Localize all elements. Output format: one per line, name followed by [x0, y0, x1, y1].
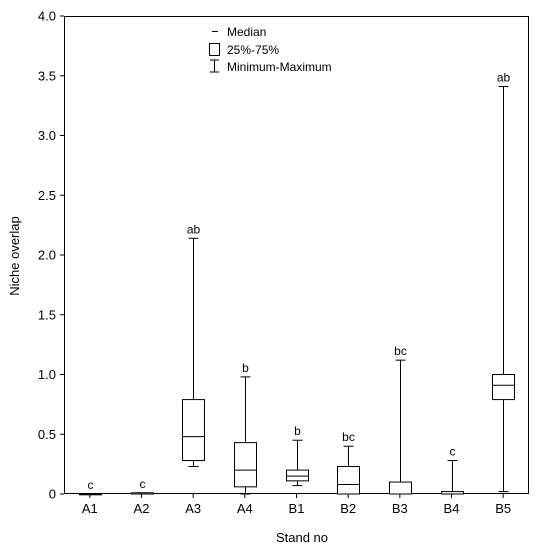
legend-median-label: Median — [227, 25, 266, 39]
group-label: bc — [342, 430, 355, 444]
x-tick-label: A1 — [82, 501, 98, 516]
x-tick-label: B3 — [392, 501, 408, 516]
y-tick-label: 1.0 — [38, 367, 56, 382]
boxes: c c ab b b bc bc c ab — [79, 71, 515, 496]
y-axis-title: Niche overlap — [7, 216, 22, 296]
group-label: c — [88, 478, 94, 492]
iqr-box — [492, 374, 515, 401]
iqr-box — [389, 481, 412, 495]
x-tick-label: B2 — [340, 501, 356, 516]
x-axis-title: Stand no — [276, 530, 328, 545]
box-A4: b — [234, 361, 257, 495]
box-B5: ab — [492, 71, 515, 493]
group-label: c — [450, 445, 456, 459]
iqr-box — [234, 442, 257, 488]
y-axis: 0 0.5 1.0 1.5 2.0 2.5 3.0 3.5 4.0 — [38, 9, 64, 502]
box-B4: c — [441, 445, 464, 495]
y-tick-label: 2.0 — [38, 248, 56, 263]
iqr-box — [286, 469, 309, 482]
x-tick-label: A3 — [185, 501, 201, 516]
iqr-box — [337, 466, 360, 495]
group-label: ab — [187, 222, 201, 236]
box-A1: c — [79, 478, 102, 496]
legend-box-label: 25%-75% — [227, 43, 279, 57]
legend-whisker-label: Minimum-Maximum — [227, 60, 332, 74]
y-tick-label: 0.5 — [38, 427, 56, 442]
plot-frame — [64, 16, 529, 494]
box-A2: c — [131, 477, 154, 495]
x-axis: A1 A2 A3 A4 B1 B2 B3 B4 B5 — [82, 494, 511, 516]
y-tick-label: 3.0 — [38, 128, 56, 143]
group-label: b — [294, 424, 301, 438]
group-label: c — [140, 477, 146, 491]
group-label: bc — [394, 344, 407, 358]
box-A3: ab — [182, 222, 205, 468]
x-tick-label: A2 — [134, 501, 150, 516]
box-B2: bc — [337, 430, 360, 495]
box-B3: bc — [389, 344, 412, 495]
legend-box-symbol — [209, 43, 220, 56]
y-tick-label: 0 — [49, 487, 56, 502]
y-tick-label: 3.5 — [38, 68, 56, 83]
legend: Median 25%-75% Minimum-Maximum — [209, 25, 332, 74]
group-label: ab — [497, 71, 511, 85]
y-tick-label: 2.5 — [38, 188, 56, 203]
plot-area — [64, 16, 529, 494]
group-label: b — [242, 361, 249, 375]
iqr-box — [182, 399, 205, 462]
x-tick-label: A4 — [237, 501, 253, 516]
box-B1: b — [286, 424, 309, 487]
y-tick-label: 4.0 — [38, 9, 56, 24]
x-tick-label: B4 — [444, 501, 460, 516]
x-tick-label: B1 — [289, 501, 305, 516]
y-tick-label: 1.5 — [38, 307, 56, 322]
x-tick-label: B5 — [495, 501, 511, 516]
